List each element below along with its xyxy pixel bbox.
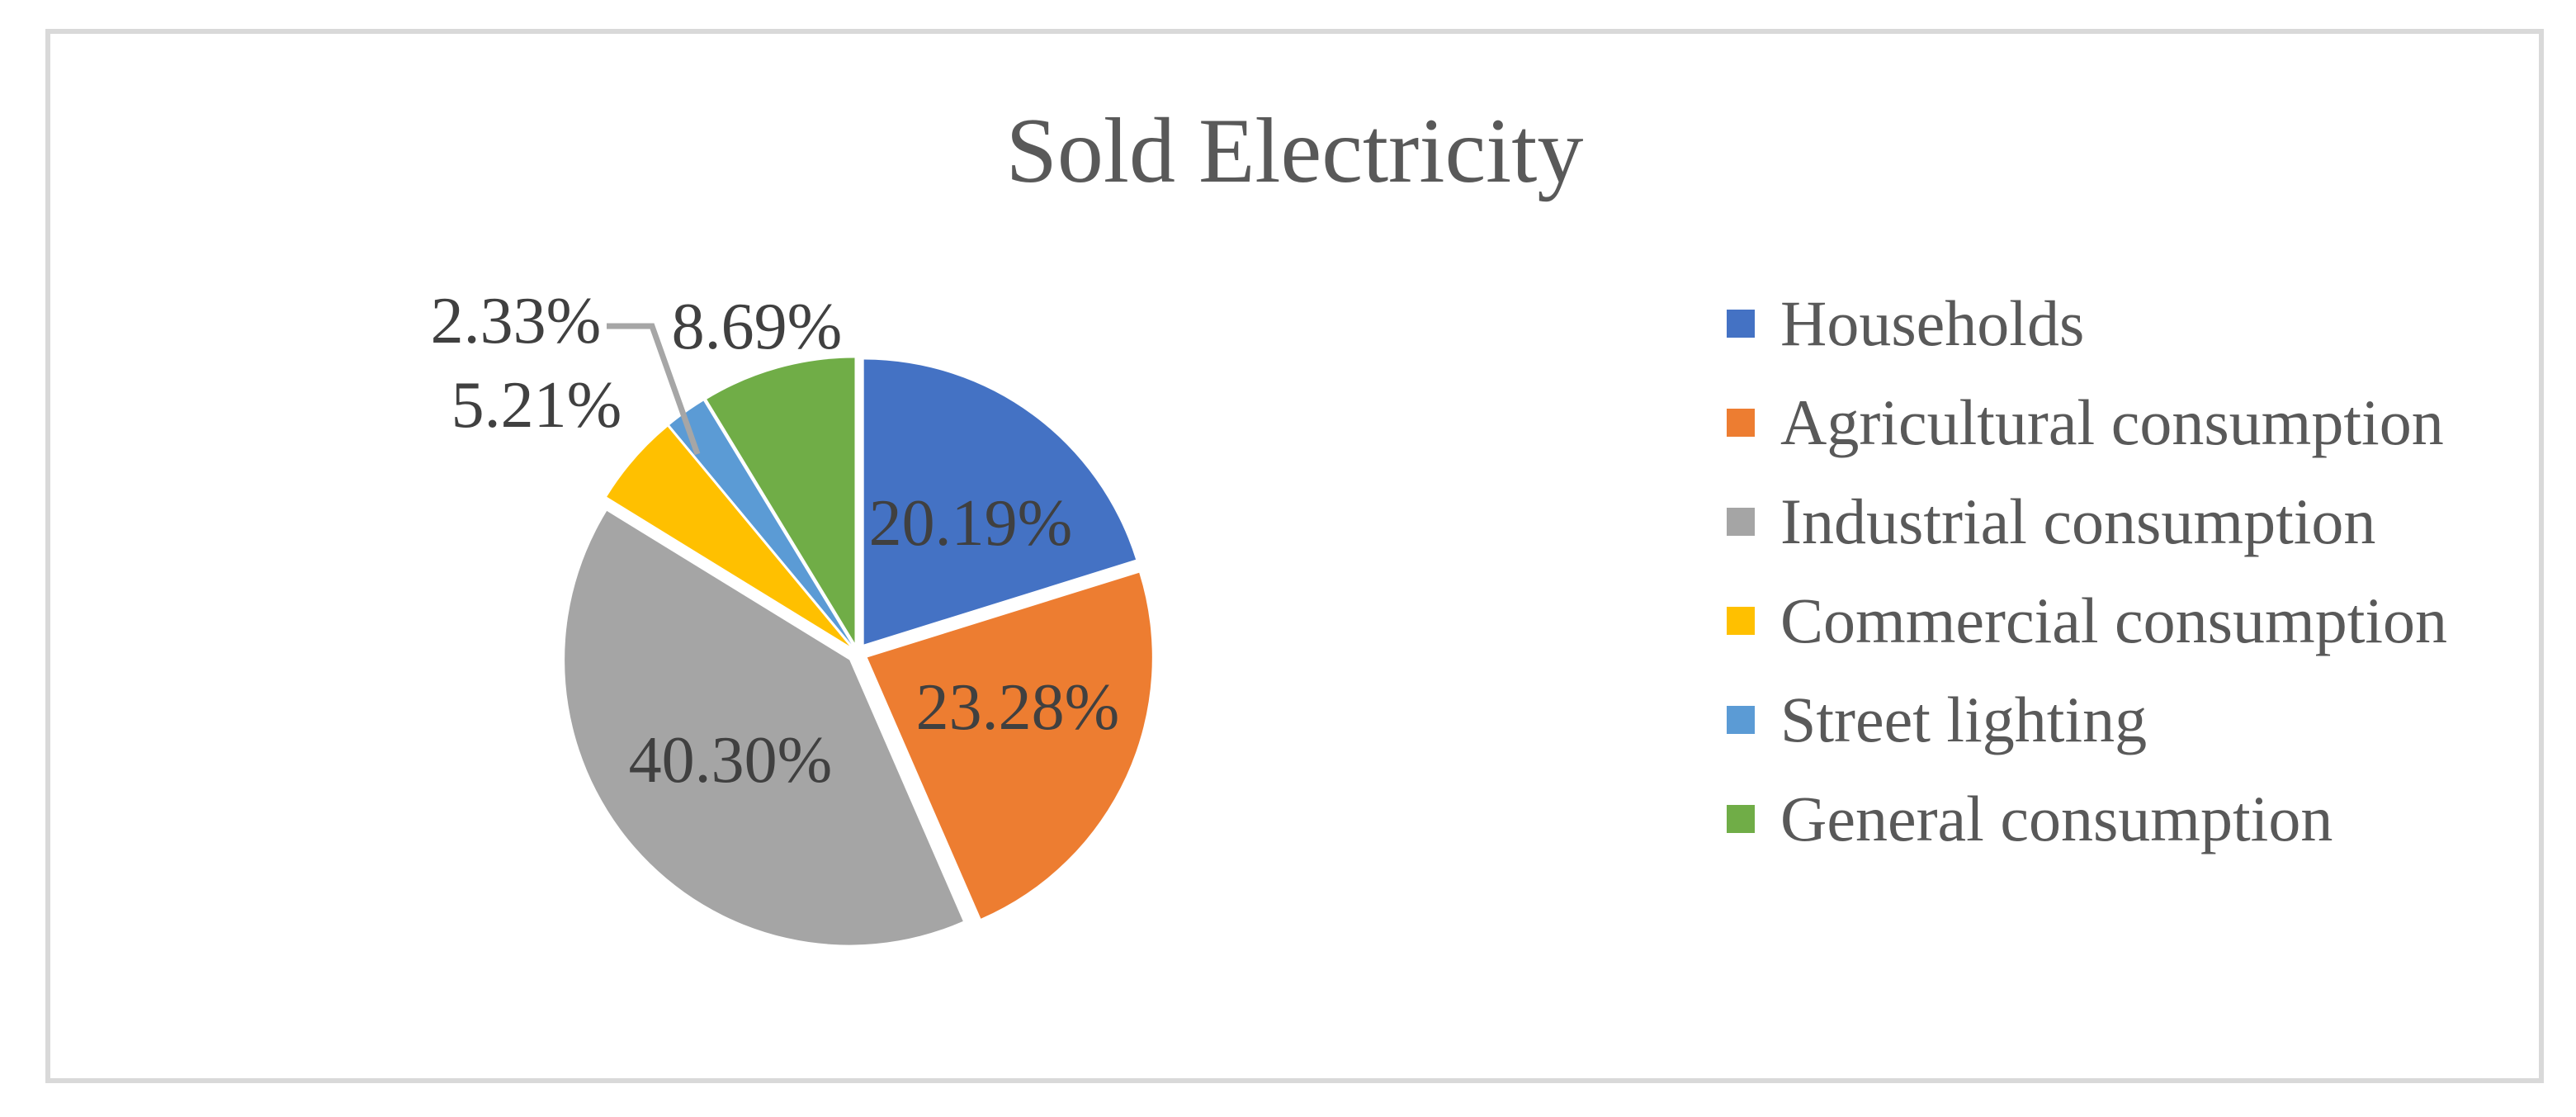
- chart-title: Sold Electricity: [1005, 100, 1584, 202]
- legend-label-agricultural-consumption: Agricultural consumption: [1780, 386, 2444, 458]
- leader-line-street-lighting: [607, 323, 701, 456]
- pie-slice-general-consumption: [707, 357, 855, 643]
- data-label-industrial-consumption: 40.30%: [629, 724, 833, 797]
- data-label-households: 20.19%: [869, 487, 1073, 560]
- legend: Households Agricultural consumption Indu…: [1727, 274, 2447, 869]
- pie-slice-industrial-consumption: [565, 510, 963, 945]
- legend-swatch-general-consumption-icon: [1727, 805, 1755, 833]
- chart-frame: [45, 29, 2544, 1083]
- pie-slice-commercial-consumption: [607, 426, 850, 646]
- legend-label-commercial-consumption: Commercial consumption: [1780, 585, 2448, 656]
- legend-swatch-street-lighting-icon: [1727, 706, 1755, 734]
- legend-swatch-agricultural-consumption-icon: [1727, 409, 1755, 437]
- legend-item-commercial-consumption: Commercial consumption: [1727, 571, 2447, 670]
- legend-swatch-industrial-consumption-icon: [1727, 508, 1755, 536]
- legend-item-street-lighting: Street lighting: [1727, 670, 2447, 769]
- legend-item-general-consumption: General consumption: [1727, 769, 2447, 869]
- legend-label-general-consumption: General consumption: [1780, 783, 2333, 854]
- legend-item-households: Households: [1727, 274, 2447, 373]
- data-label-street-lighting: 2.33%: [431, 285, 602, 357]
- pie-slice-street-lighting: [669, 400, 852, 645]
- legend-label-households: Households: [1780, 287, 2085, 359]
- legend-label-street-lighting: Street lighting: [1780, 684, 2148, 755]
- legend-item-industrial-consumption: Industrial consumption: [1727, 472, 2447, 571]
- legend-item-agricultural-consumption: Agricultural consumption: [1727, 373, 2447, 472]
- data-label-commercial-consumption: 5.21%: [451, 369, 622, 442]
- legend-label-industrial-consumption: Industrial consumption: [1780, 485, 2376, 557]
- pie-slice-agricultural-consumption: [867, 572, 1152, 919]
- legend-swatch-commercial-consumption-icon: [1727, 607, 1755, 635]
- legend-swatch-households-icon: [1727, 310, 1755, 338]
- data-label-agricultural-consumption: 23.28%: [916, 671, 1120, 744]
- data-label-general-consumption: 8.69%: [672, 291, 843, 363]
- pie-slice-households: [863, 359, 1137, 645]
